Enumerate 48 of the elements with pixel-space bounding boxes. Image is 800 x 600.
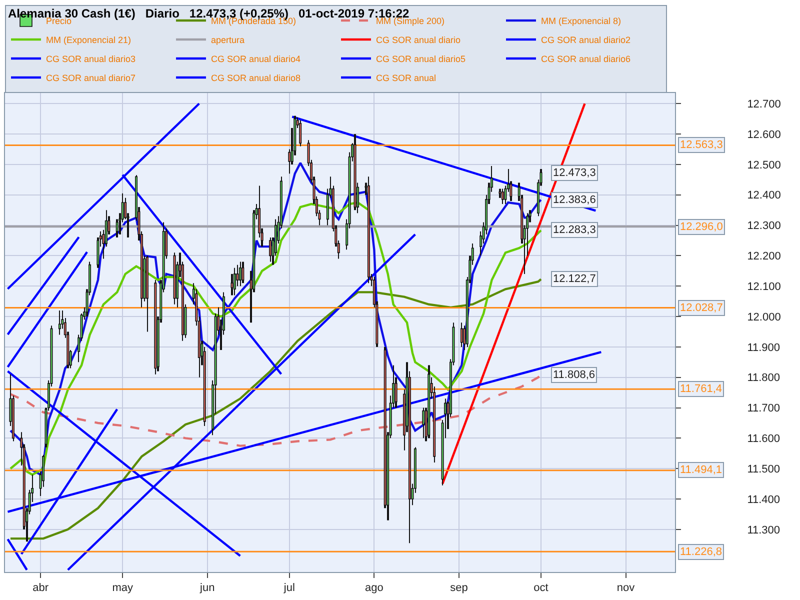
- y-tick-label: 12.300: [747, 220, 781, 232]
- legend-label: apertura: [211, 35, 245, 46]
- annotation: 12.283,3: [553, 224, 596, 236]
- y-tick-label: 11.600: [747, 433, 780, 446]
- annotation: 11.808,6: [553, 369, 596, 381]
- y-tick-label: 12.200: [747, 250, 781, 263]
- y-tick-label: 11.800: [747, 372, 780, 384]
- y-tick-label: 11.400: [747, 494, 780, 506]
- legend-label: Precio: [46, 16, 72, 26]
- legend-label: MM (Exponencial 21): [46, 35, 132, 46]
- legend-label: CG SOR anual diario4: [211, 54, 301, 64]
- legend-label: CG SOR anual diario7: [46, 73, 136, 84]
- x-tick-label: jul: [282, 582, 295, 594]
- x-tick-label: jun: [199, 582, 215, 594]
- legend-label: CG SOR anual diario3: [46, 54, 136, 64]
- ref-line-label: 11.226,8: [680, 546, 722, 558]
- annotation: 12.383,6: [553, 194, 596, 206]
- legend-label: CG SOR anual diario6: [541, 54, 631, 64]
- x-tick-label: oct: [534, 582, 548, 594]
- legend-label: CG SOR anual diario8: [211, 73, 301, 84]
- y-tick-label: 11.900: [747, 342, 780, 354]
- x-tick-label: ago: [365, 582, 384, 594]
- annotation: 12.122,7: [553, 273, 596, 285]
- x-tick-label: may: [112, 582, 134, 594]
- legend-label: CG SOR anual diario5: [376, 54, 466, 64]
- y-tick-label: 11.700: [747, 402, 780, 415]
- y-tick-label: 12.500: [747, 159, 781, 172]
- y-tick-label: 11.500: [747, 463, 780, 476]
- ref-line-label: 11.761,4: [680, 383, 722, 395]
- legend-label: CG SOR anual: [376, 73, 436, 84]
- y-tick-label: 12.000: [747, 311, 781, 324]
- ref-line-label: 12.563,3: [680, 139, 723, 151]
- legend-label: MM (Simple 200): [376, 16, 445, 26]
- ref-line-label: 12.028,7: [680, 302, 723, 314]
- x-tick-label: abr: [32, 582, 49, 594]
- annotation: 12.296,0: [680, 221, 723, 233]
- annotation: 12.473,3: [553, 167, 596, 179]
- legend-label: CG SOR anual diario: [376, 35, 461, 46]
- x-tick-label: sep: [450, 582, 468, 594]
- legend-label: MM (Exponencial 8): [541, 16, 622, 26]
- y-tick-label: 11.300: [747, 524, 780, 536]
- x-tick-label: nov: [616, 582, 636, 594]
- y-tick-label: 12.700: [747, 98, 781, 110]
- y-tick-label: 12.100: [747, 280, 781, 293]
- y-tick-label: 12.600: [747, 128, 781, 141]
- y-tick-label: 12.400: [747, 190, 781, 202]
- legend-label: CG SOR anual diario2: [541, 35, 631, 46]
- ref-line-label: 11.494,1: [680, 464, 722, 476]
